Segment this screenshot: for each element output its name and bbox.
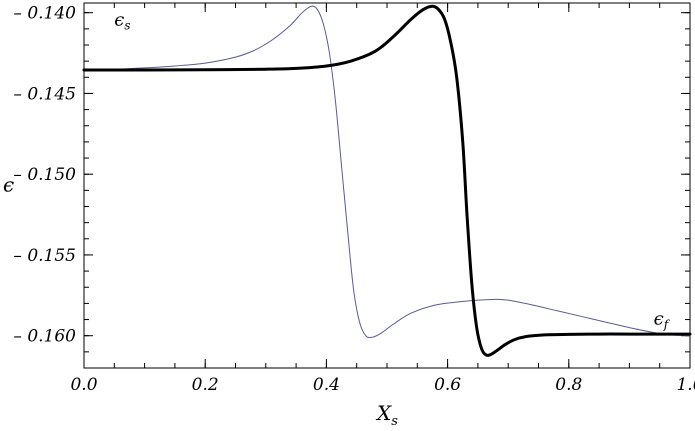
x-tick-label: 0.2 — [192, 375, 219, 395]
y-axis: – 0.140 – 0.145 – 0.150 – 0.155 – 0.160 — [13, 4, 690, 369]
annotations: ϵs ϵf — [114, 10, 670, 332]
series-lines — [82, 4, 692, 357]
y-tick-label: – 0.160 — [13, 327, 76, 347]
y-tick-label: – 0.150 — [13, 165, 76, 185]
x-tick-label: 0.4 — [313, 375, 340, 395]
x-tick-label: 0.6 — [434, 375, 461, 395]
x-axis: 0.0 0.2 0.4 0.6 0.8 1.0 — [70, 3, 695, 395]
x-tick-label: 0.8 — [555, 375, 582, 395]
series-line-1 — [82, 4, 692, 357]
y-tick-label: – 0.145 — [13, 84, 76, 104]
curve-annotation: ϵf — [654, 308, 671, 331]
series-line-0 — [83, 5, 691, 339]
x-axis-title: Xs — [375, 401, 398, 429]
curve-annotation: ϵs — [114, 10, 130, 33]
x-tick-label: 1.0 — [676, 375, 695, 395]
y-tick-label: – 0.155 — [13, 246, 76, 266]
x-tick-label: 0.0 — [70, 375, 97, 395]
y-axis-title: ϵ — [3, 173, 14, 197]
y-tick-label: – 0.140 — [13, 4, 76, 24]
plot-frame — [83, 2, 691, 369]
